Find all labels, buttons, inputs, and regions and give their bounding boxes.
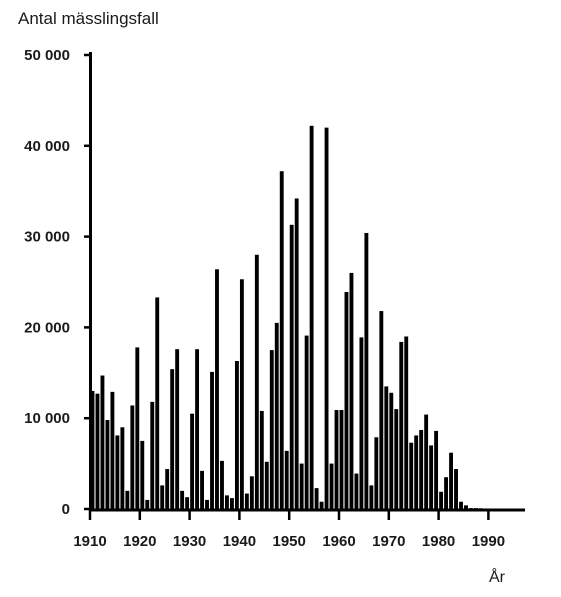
bar-1923	[155, 297, 160, 509]
bar-1936	[220, 460, 224, 509]
bar-1959	[334, 410, 339, 509]
bar-1918	[130, 405, 135, 509]
bar-1917	[125, 490, 130, 509]
bar-1966	[369, 485, 374, 509]
bar-1922	[150, 401, 155, 509]
y-tick-label: 30 000	[24, 229, 70, 246]
bar-1954	[309, 125, 314, 509]
bar-1927	[175, 349, 180, 509]
bar-1970	[389, 392, 394, 509]
y-tick-label: 10 000	[24, 410, 70, 427]
bar-1968	[379, 311, 384, 509]
y-tick-label: 50 000	[24, 47, 70, 64]
bar-1921	[145, 499, 150, 509]
bar-1965	[364, 232, 369, 509]
bar-1943	[254, 254, 259, 509]
bar-1924	[160, 485, 165, 509]
bar-1941	[244, 493, 249, 509]
x-tick-label: 1990	[472, 533, 505, 550]
bar-1940	[239, 279, 244, 509]
bar-1937	[225, 495, 229, 509]
bar-1926	[170, 369, 175, 509]
bar-1964	[359, 337, 364, 509]
bar-1967	[374, 437, 379, 509]
x-axis-ticks: 1910 1920 1930 1940 1950 1960 1970 1980 1990	[73, 509, 505, 550]
y-tick-label: 20 000	[24, 319, 70, 336]
bar-1962	[349, 272, 354, 509]
y-axis-title: Antal mässlingsfall	[18, 9, 159, 28]
x-tick-label: 1940	[223, 533, 256, 550]
bar-1914	[110, 391, 115, 509]
bar-1910	[90, 390, 95, 509]
bars	[90, 125, 523, 510]
bar-1975	[414, 435, 419, 509]
bar-1939	[234, 361, 239, 509]
bar-1971	[394, 409, 399, 509]
bar-1957	[324, 127, 329, 509]
bar-1956	[319, 501, 324, 509]
bar-1913	[105, 420, 110, 509]
bar-1948	[279, 171, 284, 509]
bar-1980	[439, 491, 444, 509]
x-tick-label: 1910	[73, 533, 106, 550]
y-axis-ticks: 0 10 000 20 000 30 000 40 000 50 000	[24, 47, 91, 518]
bar-1935	[215, 269, 219, 509]
bar-1983	[454, 469, 458, 509]
bar-1912	[100, 375, 105, 509]
x-tick-label: 1980	[422, 533, 455, 550]
bar-1942	[249, 476, 254, 509]
bar-1982	[449, 452, 453, 509]
bar-1958	[329, 463, 334, 509]
bar-1946	[269, 350, 274, 509]
bar-1949	[284, 450, 289, 509]
x-tick-label: 1970	[372, 533, 405, 550]
bar-1951	[294, 198, 299, 509]
bar-1911	[95, 393, 100, 509]
bar-1915	[115, 435, 120, 509]
y-tick-label: 40 000	[24, 138, 70, 155]
bar-1916	[120, 427, 125, 509]
bar-1977	[424, 414, 429, 509]
bar-1973	[404, 336, 409, 509]
bar-1979	[434, 430, 439, 509]
x-axis-title: År	[489, 567, 506, 586]
bar-1985	[464, 505, 468, 509]
bar-1952	[299, 463, 304, 509]
bar-1920	[140, 440, 145, 509]
bar-1976	[419, 430, 424, 509]
bar-1928	[180, 490, 185, 509]
bar-1934	[210, 371, 214, 509]
x-tick-label: 1930	[173, 533, 206, 550]
bar-1981	[444, 477, 449, 509]
bar-1930	[190, 413, 195, 509]
bar-1929	[185, 497, 190, 509]
bar-1919	[135, 347, 140, 509]
bar-1978	[429, 445, 434, 509]
bar-1974	[409, 442, 414, 509]
bar-1963	[354, 473, 359, 509]
y-tick-label: 0	[62, 501, 70, 518]
x-tick-label: 1920	[123, 533, 156, 550]
x-tick-label: 1950	[273, 533, 306, 550]
bar-1932	[200, 470, 204, 509]
bar-1955	[314, 488, 319, 509]
bar-1945	[264, 461, 269, 509]
bar-1960	[339, 410, 344, 509]
bar-1972	[399, 341, 404, 509]
x-tick-label: 1960	[322, 533, 355, 550]
bar-1931	[195, 349, 200, 509]
bar-1950	[289, 224, 294, 510]
bar-1961	[344, 291, 349, 509]
bar-1984	[459, 501, 463, 509]
bar-1944	[259, 410, 264, 509]
bar-1969	[384, 386, 389, 509]
bar-1925	[165, 469, 170, 509]
bar-1947	[274, 322, 279, 509]
bar-1933	[205, 499, 209, 509]
bar-1938	[229, 498, 234, 509]
bar-1953	[304, 335, 309, 509]
